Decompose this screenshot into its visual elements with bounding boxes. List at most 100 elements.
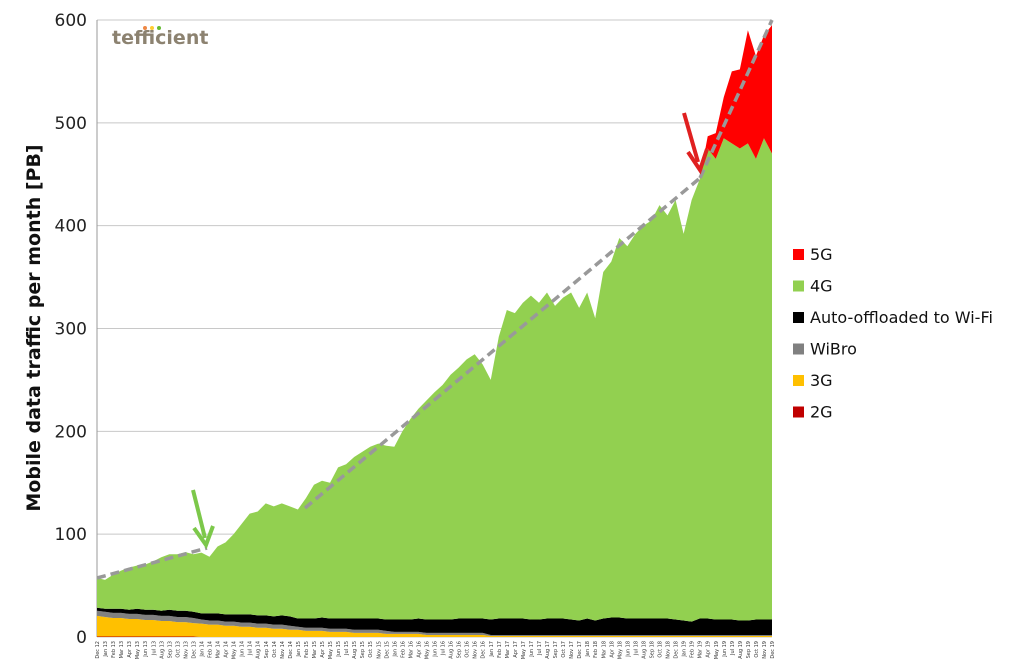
- x-tick-label: Jun 15: [336, 641, 342, 658]
- legend-label: 3G: [810, 371, 833, 390]
- y-tick-label: 500: [55, 114, 87, 134]
- x-tick-label: Mar 13: [119, 641, 125, 658]
- x-tick-label: Apr 15: [320, 641, 326, 658]
- logo-dot: [157, 26, 161, 30]
- x-tick-label: Jan 16: [392, 641, 398, 658]
- x-tick-label: Jul 16: [441, 641, 447, 656]
- x-tick-label: Mar 14: [216, 641, 222, 658]
- logo-dot: [143, 26, 147, 30]
- x-tick-label: Dec 18: [674, 641, 680, 659]
- x-tick-label: Apr 14: [224, 641, 230, 658]
- x-tick-label: Feb 17: [497, 641, 503, 658]
- arrow-red: [682, 112, 709, 175]
- logo: tefficient: [112, 27, 208, 49]
- x-tick-label: Oct 13: [175, 641, 181, 658]
- y-tick-label: 200: [55, 422, 87, 442]
- x-tick-label: Apr 19: [706, 641, 712, 658]
- x-tick-label: Nov 13: [183, 641, 189, 659]
- x-tick-label: Feb 16: [400, 641, 406, 658]
- x-tick-label: Jul 15: [344, 641, 350, 656]
- x-tick-label: Feb 19: [690, 641, 696, 658]
- x-tick-label: Dec 17: [577, 641, 583, 659]
- x-tick-label: Oct 16: [465, 641, 471, 658]
- x-tick-label: Jan 15: [296, 641, 302, 658]
- area: [97, 607, 772, 635]
- x-tick-label: Aug 16: [449, 641, 455, 659]
- x-tick-label: Dec 15: [384, 641, 390, 659]
- x-tick-label: Sep 16: [457, 641, 463, 658]
- y-tick-label: 400: [55, 217, 87, 237]
- x-tick-label: Oct 15: [368, 641, 374, 658]
- legend: 2G 3G WiBro Auto-offloaded to Wi-Fi 4G 5G: [793, 245, 993, 422]
- x-tick-label: Mar 17: [505, 641, 511, 658]
- x-tick-label: Jul 19: [730, 641, 736, 656]
- x-tick-label: Sep 18: [649, 641, 655, 658]
- x-tick-label: Feb 13: [111, 641, 117, 658]
- x-tick-label: Apr 17: [513, 641, 519, 658]
- legend-swatch: [793, 406, 804, 418]
- legend-label: Auto-offloaded to Wi-Fi: [810, 308, 993, 327]
- legend-swatch: [793, 312, 804, 323]
- x-tick-label: Apr 18: [609, 641, 615, 658]
- x-tick-label: Aug 15: [352, 641, 358, 659]
- x-tick-label: Oct 18: [658, 641, 664, 658]
- legend-label: 4G: [810, 277, 833, 296]
- x-tick-label: Jun 18: [625, 641, 631, 658]
- x-tick-label: Nov 19: [762, 641, 768, 659]
- x-tick-label: Feb 18: [593, 641, 599, 658]
- trend-lines: [96, 19, 774, 580]
- y-tick-label: 0: [76, 628, 87, 648]
- y-tick-label: 300: [55, 320, 87, 340]
- x-tick-label: May 13: [135, 641, 141, 659]
- x-tick-label: Dec 19: [770, 641, 776, 659]
- x-tick-label: Sep 14: [264, 641, 270, 658]
- x-tick-label: Aug 14: [256, 641, 262, 659]
- x-tick-label: Jan 14: [199, 641, 205, 658]
- trend-line: [96, 546, 208, 580]
- x-tick-label: Nov 14: [280, 641, 286, 659]
- x-tick-label: Aug 13: [159, 641, 165, 659]
- y-tick-label: 600: [55, 11, 87, 31]
- x-tick-label: Dec 12: [95, 641, 101, 659]
- x-tick-label: Jul 14: [248, 641, 254, 656]
- x-tick-label: Oct 19: [754, 641, 760, 658]
- legend-label: 2G: [810, 403, 833, 422]
- area: [97, 610, 772, 636]
- x-tick-label: Mar 18: [601, 641, 607, 658]
- x-tick-label: Nov 18: [666, 641, 672, 659]
- x-tick-label: Dec 16: [481, 641, 487, 659]
- x-tick-label: May 19: [714, 641, 720, 659]
- x-tick-label: Mar 16: [408, 641, 414, 658]
- x-tick-label: May 18: [617, 641, 623, 659]
- x-tick-label: Oct 17: [561, 641, 567, 658]
- trend-line: [303, 176, 702, 510]
- x-tick-label: Apr 13: [127, 641, 133, 658]
- x-tick-label: Nov 17: [569, 641, 575, 659]
- x-tick-label: Mar 15: [312, 641, 318, 658]
- x-tick-label: Jun 19: [722, 641, 728, 658]
- x-tick-label: Jun 13: [143, 641, 149, 658]
- x-tick-label: Jul 13: [151, 641, 157, 656]
- x-tick-label: Aug 17: [545, 641, 551, 659]
- y-axis-label: Mobile data traffic per month [PB]: [23, 144, 45, 511]
- x-tick-label: Jan 17: [489, 641, 495, 658]
- x-tick-label: Feb 15: [304, 641, 310, 658]
- logo-dot: [150, 26, 154, 30]
- x-tick-label: Oct 14: [272, 641, 278, 658]
- area: [97, 615, 772, 637]
- legend-swatch: [793, 249, 804, 260]
- x-tick-label: Nov 15: [376, 641, 382, 659]
- x-tick-label: Sep 13: [167, 641, 173, 658]
- x-tick-label: Jul 17: [537, 641, 543, 656]
- x-tick-label: Jul 18: [633, 641, 639, 656]
- x-tick-label: Dec 14: [288, 641, 294, 659]
- legend-swatch: [793, 280, 804, 292]
- area: [97, 636, 772, 637]
- x-tick-label: Sep 17: [553, 641, 559, 658]
- x-tick-label: Mar 19: [698, 641, 704, 658]
- arrow-green: [191, 489, 215, 550]
- x-tick-label: Aug 18: [641, 641, 647, 659]
- x-tick-label: May 16: [424, 641, 430, 659]
